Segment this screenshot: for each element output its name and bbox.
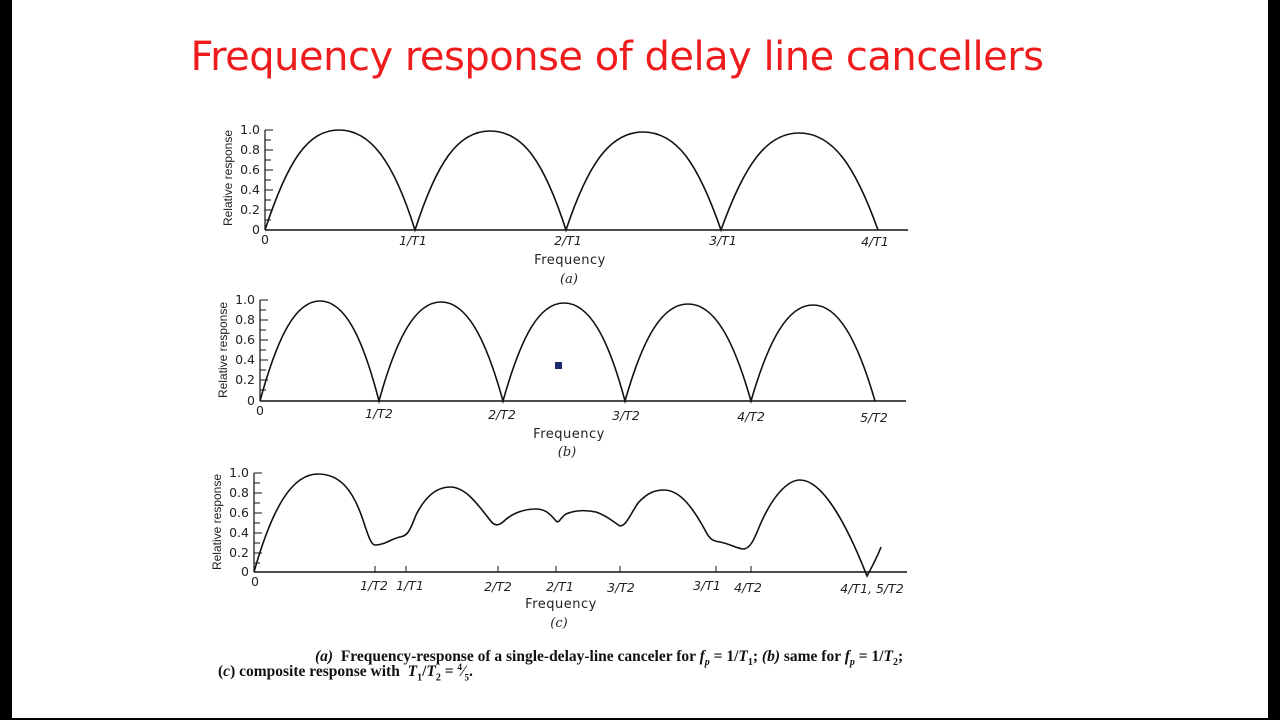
svg-text:0.4: 0.4 <box>229 525 249 540</box>
y-ticks <box>254 472 262 564</box>
svg-text:0.4: 0.4 <box>240 182 260 197</box>
y-axis-label: Relative response <box>216 302 230 398</box>
svg-text:0.2: 0.2 <box>229 545 249 560</box>
svg-text:3/T2: 3/T2 <box>612 408 640 423</box>
y-axis-label: Relative response <box>221 130 235 226</box>
svg-text:0: 0 <box>247 393 255 408</box>
chart-a-labels: 1.0 0.8 0.6 0.4 0.2 0 Relative response … <box>221 122 889 287</box>
x-ticks <box>374 566 752 572</box>
svg-text:0.6: 0.6 <box>229 505 249 520</box>
svg-text:0.2: 0.2 <box>235 372 255 387</box>
svg-text:2/T2: 2/T2 <box>484 579 512 594</box>
svg-text:0.6: 0.6 <box>240 162 260 177</box>
svg-text:1.0: 1.0 <box>240 122 260 137</box>
chart-a <box>264 129 908 233</box>
svg-text:2/T1: 2/T1 <box>554 233 582 248</box>
svg-text:0.8: 0.8 <box>229 485 249 500</box>
svg-text:0.8: 0.8 <box>240 142 260 157</box>
svg-text:0: 0 <box>261 232 269 247</box>
svg-text:4/T1: 4/T1 <box>861 234 889 249</box>
slide-title: Frequency response of delay line cancell… <box>190 34 1044 80</box>
svg-text:0.8: 0.8 <box>235 312 255 327</box>
slide: Frequency response of delay line cancell… <box>12 0 1268 718</box>
y-axis-label: Relative response <box>210 474 224 570</box>
svg-text:0: 0 <box>241 564 249 579</box>
panel-label: (c) <box>550 616 567 631</box>
response-curve <box>259 300 876 405</box>
svg-text:3/T2: 3/T2 <box>607 580 635 595</box>
svg-text:1/T1: 1/T1 <box>399 233 427 248</box>
svg-text:4/T1, 5/T2: 4/T1, 5/T2 <box>840 581 903 596</box>
svg-text:4/T2: 4/T2 <box>734 580 762 595</box>
svg-text:3/T1: 3/T1 <box>693 578 721 593</box>
y-ticks <box>265 129 273 221</box>
svg-text:3/T1: 3/T1 <box>709 233 737 248</box>
svg-text:1/T2: 1/T2 <box>365 406 393 421</box>
svg-text:0: 0 <box>256 403 264 418</box>
composite-response-curve <box>253 473 882 578</box>
caption-line-2: (c) composite response with T1/T2 = 4⁄5. <box>218 662 473 684</box>
caption-line-1: (a) Frequency-response of a single-delay… <box>315 648 904 669</box>
svg-text:0.6: 0.6 <box>235 332 255 347</box>
svg-text:1/T2: 1/T2 <box>360 578 388 593</box>
svg-text:0.2: 0.2 <box>240 202 260 217</box>
x-axis-label: Frequency <box>533 427 605 442</box>
x-axis-label: Frequency <box>534 253 606 268</box>
svg-text:0.4: 0.4 <box>235 352 255 367</box>
svg-text:0: 0 <box>251 574 259 589</box>
chart-b-labels: 1.0 0.8 0.6 0.4 0.2 0 Relative response … <box>216 292 888 460</box>
svg-text:1.0: 1.0 <box>235 292 255 307</box>
svg-text:5/T2: 5/T2 <box>860 410 888 425</box>
panel-label: (a) <box>560 272 578 287</box>
svg-text:2/T1: 2/T1 <box>546 579 574 594</box>
svg-text:0: 0 <box>252 222 260 237</box>
y-ticks <box>260 299 268 391</box>
svg-text:2/T2: 2/T2 <box>488 407 516 422</box>
chart-b <box>259 299 906 405</box>
x-axis-label: Frequency <box>525 597 597 612</box>
response-curve <box>264 129 879 233</box>
svg-text:4/T2: 4/T2 <box>737 409 765 424</box>
cursor-marker <box>555 362 562 369</box>
svg-text:1/T1: 1/T1 <box>396 578 424 593</box>
chart-c-labels: 1.0 0.8 0.6 0.4 0.2 0 Relative response … <box>210 465 904 631</box>
svg-text:1.0: 1.0 <box>229 465 249 480</box>
panel-label: (b) <box>558 445 576 460</box>
chart-c <box>253 472 907 578</box>
